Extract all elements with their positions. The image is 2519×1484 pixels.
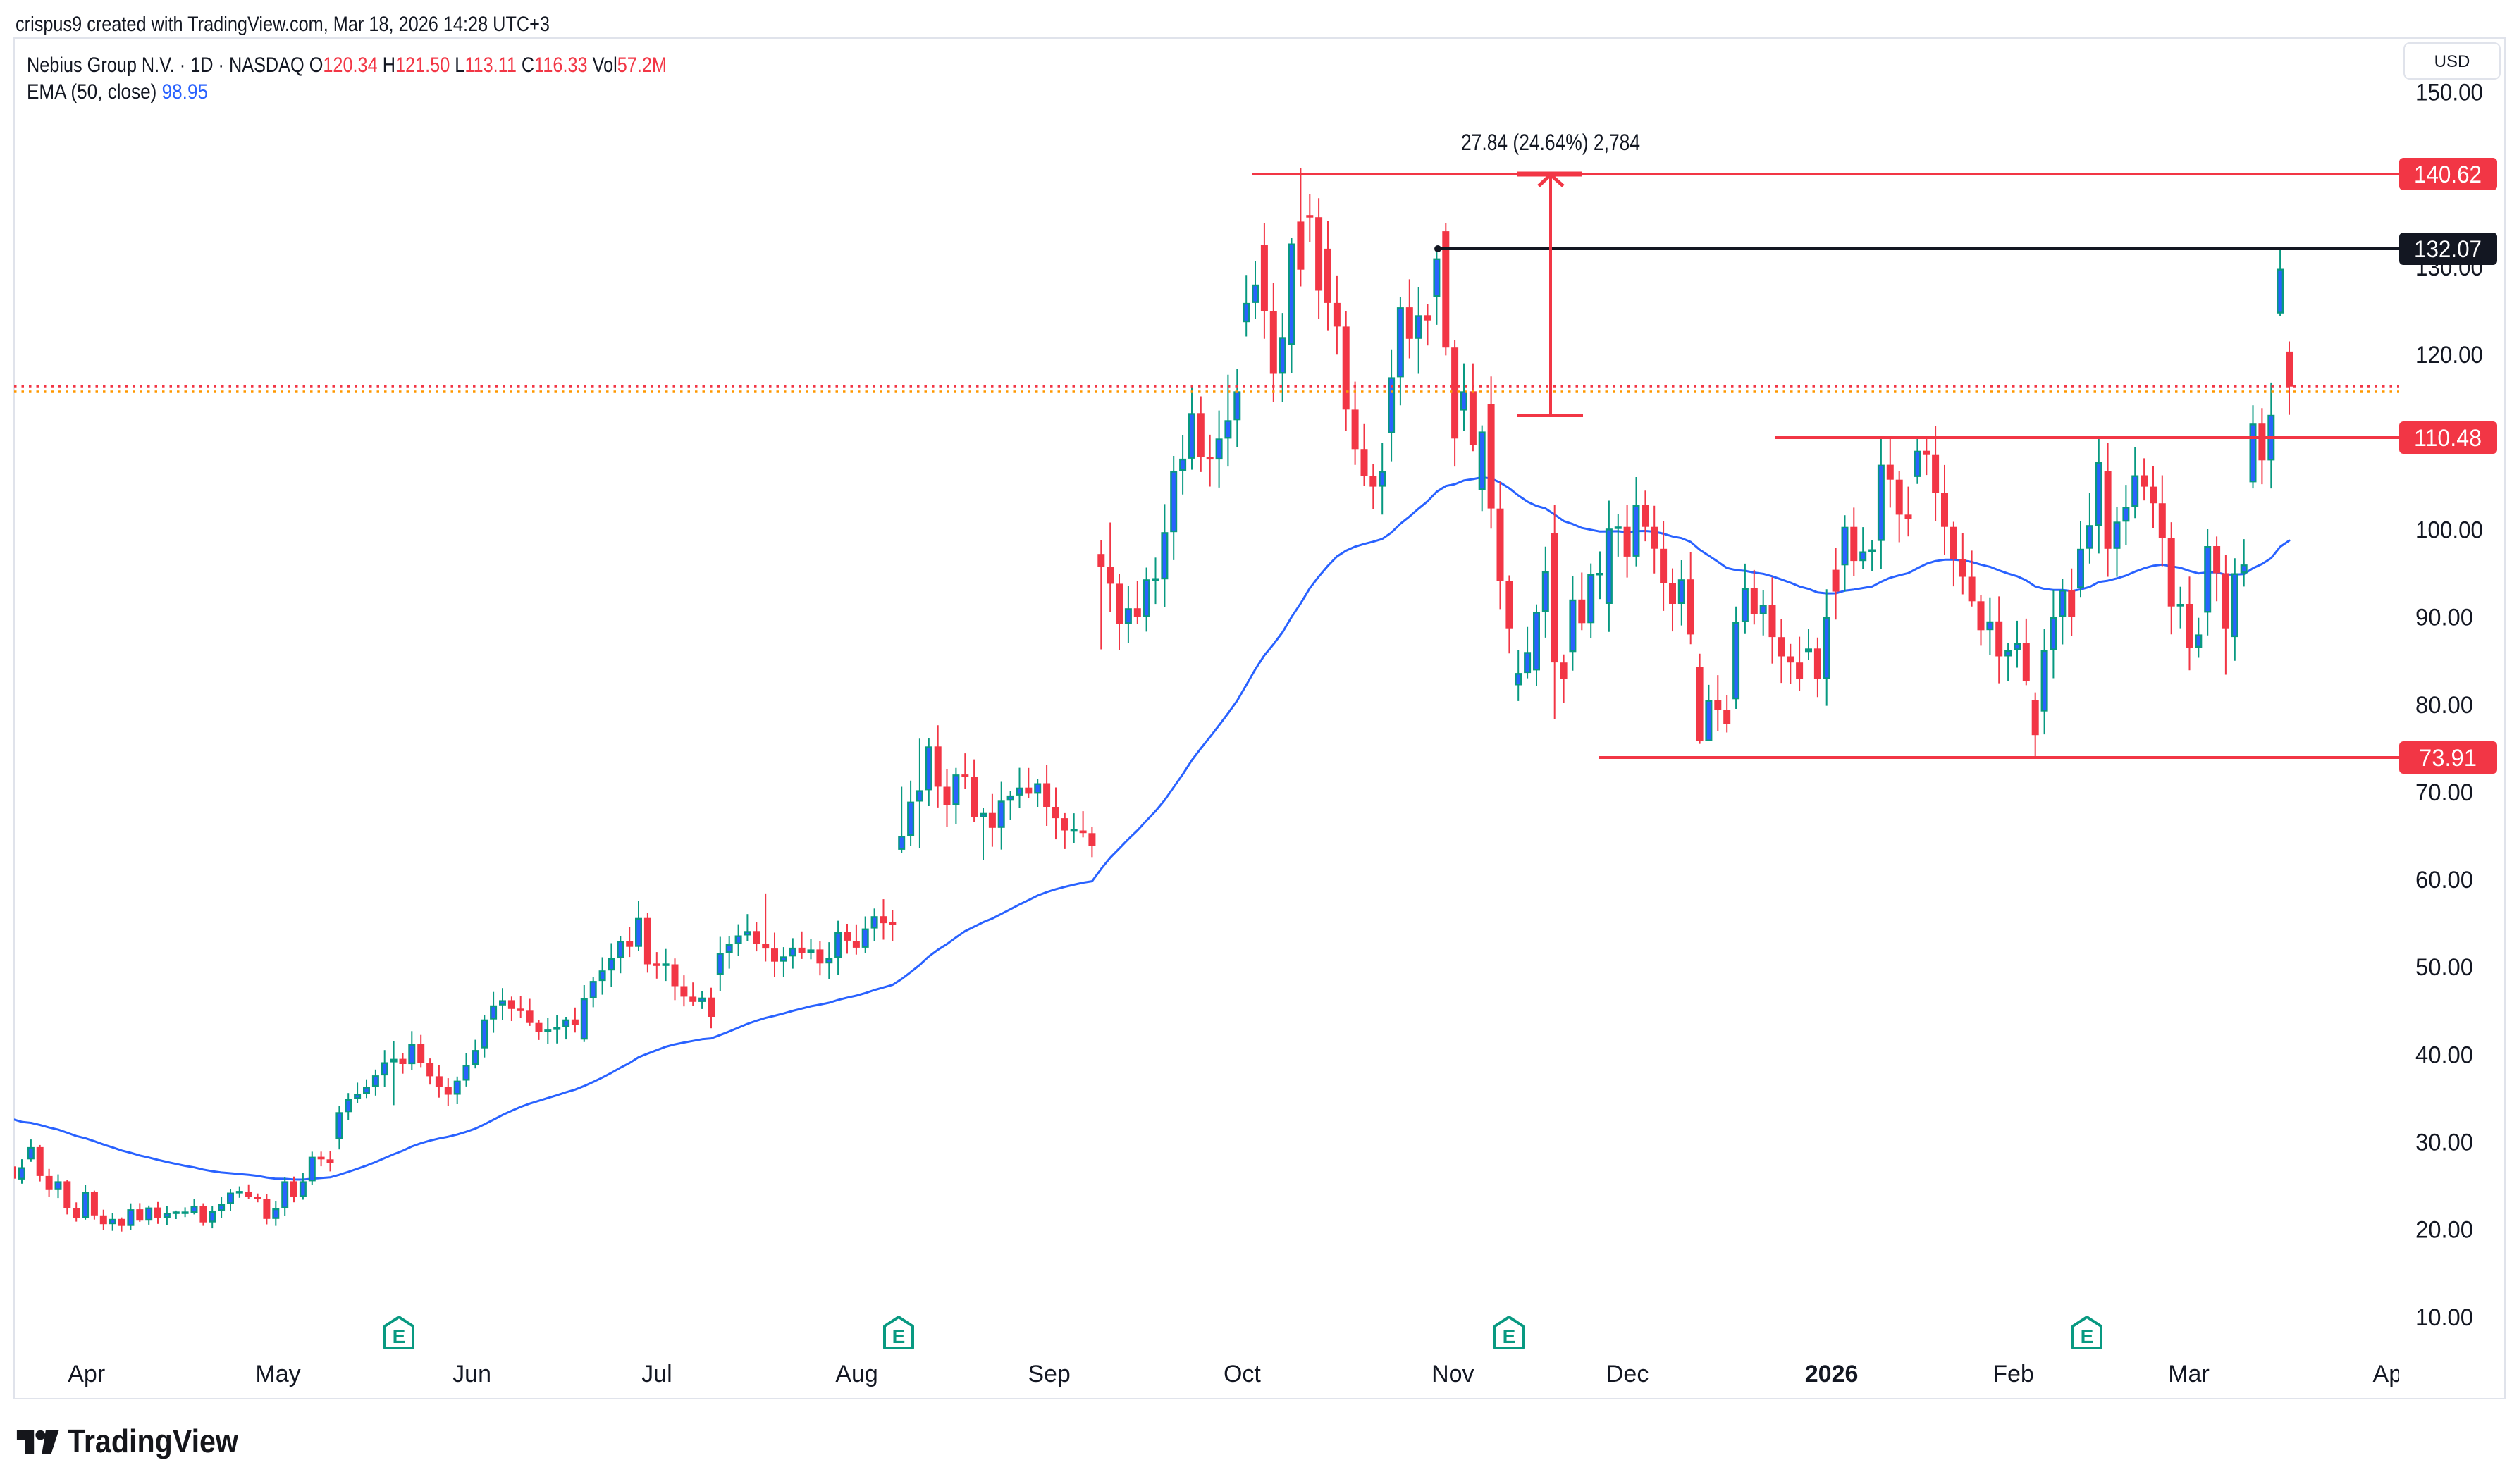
svg-text:Mar: Mar — [2168, 1361, 2210, 1387]
svg-text:Dec: Dec — [1606, 1361, 1649, 1387]
svg-text:Oct: Oct — [1224, 1361, 1261, 1387]
svg-text:E: E — [2081, 1325, 2094, 1347]
svg-text:132.07: 132.07 — [2414, 236, 2482, 263]
svg-text:90.00: 90.00 — [2415, 605, 2473, 631]
svg-text:TradingView: TradingView — [68, 1423, 238, 1459]
svg-text:60.00: 60.00 — [2415, 867, 2473, 894]
svg-text:140.62: 140.62 — [2414, 161, 2482, 188]
svg-text:Nov: Nov — [1431, 1361, 1474, 1387]
svg-text:Jul: Jul — [641, 1361, 672, 1387]
svg-text:27.84 (24.64%) 2,784: 27.84 (24.64%) 2,784 — [1461, 130, 1640, 155]
svg-text:E: E — [1503, 1325, 1516, 1347]
svg-text:Feb: Feb — [1993, 1361, 2034, 1387]
svg-text:Sep: Sep — [1028, 1361, 1071, 1387]
svg-text:10.00: 10.00 — [2415, 1304, 2473, 1331]
svg-text:150.00: 150.00 — [2415, 80, 2483, 106]
svg-text:E: E — [892, 1325, 906, 1347]
svg-text:70.00: 70.00 — [2415, 779, 2473, 806]
svg-text:50.00: 50.00 — [2415, 954, 2473, 981]
svg-text:E: E — [393, 1325, 406, 1347]
svg-text:110.48: 110.48 — [2414, 425, 2482, 452]
svg-text:80.00: 80.00 — [2415, 692, 2473, 719]
svg-text:100.00: 100.00 — [2415, 517, 2483, 544]
svg-text:20.00: 20.00 — [2415, 1217, 2473, 1244]
svg-text:USD: USD — [2434, 52, 2470, 71]
svg-text:Jun: Jun — [452, 1361, 491, 1387]
svg-text:Nebius Group N.V. · 1D · NASDA: Nebius Group N.V. · 1D · NASDAQ O120.34 … — [27, 54, 667, 77]
svg-text:120.00: 120.00 — [2415, 342, 2483, 369]
svg-text:May: May — [255, 1361, 300, 1387]
svg-text:crispus9 created with TradingV: crispus9 created with TradingView.com, M… — [16, 13, 550, 36]
svg-text:Apr: Apr — [68, 1361, 105, 1387]
svg-text:2026: 2026 — [1805, 1361, 1859, 1387]
svg-text:30.00: 30.00 — [2415, 1130, 2473, 1156]
svg-text:73.91: 73.91 — [2419, 745, 2477, 772]
svg-text:40.00: 40.00 — [2415, 1041, 2473, 1068]
svg-text:Apr: Apr — [2373, 1361, 2410, 1387]
svg-text:EMA (50, close) 98.95: EMA (50, close) 98.95 — [27, 80, 208, 104]
svg-text:Aug: Aug — [835, 1361, 878, 1387]
